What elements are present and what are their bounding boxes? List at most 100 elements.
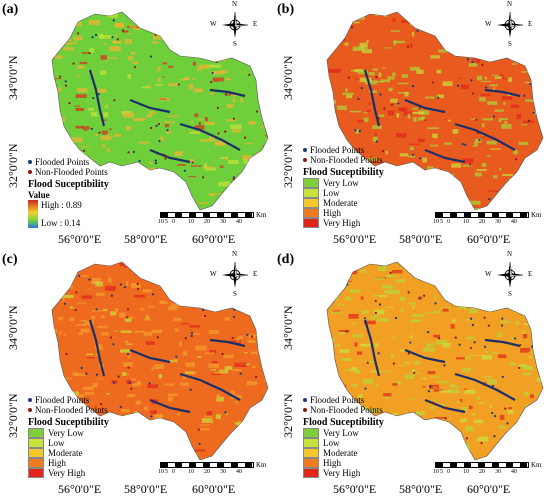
compass-n: N: [507, 0, 513, 8]
scale-tick: 10: [433, 469, 439, 475]
compass-n: N: [507, 250, 513, 258]
gradient-ramp: [28, 200, 38, 228]
flooded-dot-icon: [28, 160, 32, 164]
nonflooded-dot-icon: [303, 158, 307, 162]
class-swatch: [28, 448, 44, 458]
legend-class-item: High: [303, 208, 384, 218]
legend-value-label: Value: [28, 190, 50, 200]
lon-label-56: 56°0'0"E: [333, 482, 377, 496]
lat-label-34: 34°0'0"N: [281, 55, 295, 100]
legend: Flooded Points Non-Flooded Points Flood Su…: [28, 395, 109, 478]
compass-w: W: [485, 20, 492, 28]
scale-tick: 20: [479, 469, 485, 475]
nonflooded-dot-icon: [28, 408, 32, 412]
scale-tick: 10: [463, 469, 469, 475]
lat-label-32: 32°0'0"N: [6, 393, 20, 438]
legend-class-item: Very Low: [28, 428, 109, 438]
lat-label-32: 32°0'0"N: [281, 143, 295, 188]
scale-tick: 40: [236, 219, 242, 225]
lat-label-32: 32°0'0"N: [281, 393, 295, 438]
panel-label: (a): [2, 2, 19, 17]
compass-n: N: [232, 0, 238, 8]
flooded-dot-icon: [28, 398, 32, 402]
panel-label: (d): [277, 252, 295, 267]
scale-bar: 10 5 0 10 20 30 40 Km: [433, 211, 545, 230]
panel-label: (c): [2, 252, 18, 267]
legend-class-item: Low: [303, 438, 384, 448]
legend-flooded: Flooded Points: [28, 395, 109, 405]
scale-tick: 30: [495, 469, 501, 475]
lon-label-58: 58°0'0"E: [399, 482, 443, 496]
scale-tick: 5: [165, 469, 168, 475]
scale-tick: 10: [463, 219, 469, 225]
scale-tick: 0: [447, 219, 450, 225]
scale-tick: 30: [220, 219, 226, 225]
lat-label-34: 34°0'0"N: [6, 55, 20, 100]
lon-label-60: 60°0'0"E: [192, 232, 236, 246]
legend-class-item: Very High: [303, 468, 384, 478]
compass-e: E: [253, 270, 258, 278]
legend-class-item: Very Low: [303, 428, 384, 438]
legend-low: Low : 0.14: [41, 218, 81, 228]
scale-bar-graphic: [435, 462, 529, 468]
legend-title: Flood Suceptibility: [303, 417, 384, 428]
lon-label-56: 56°0'0"E: [333, 232, 377, 246]
map-svg: [51, 11, 269, 211]
legend: Flooded Points Non-Flooded Points Flood Su…: [303, 395, 384, 478]
compass-s: S: [233, 290, 237, 298]
nonflooded-dot-icon: [303, 408, 307, 412]
class-swatch: [28, 428, 44, 438]
class-swatch: [303, 448, 319, 458]
lon-label-60: 60°0'0"E: [467, 482, 511, 496]
compass-n: N: [232, 250, 238, 258]
flooded-dot-icon: [303, 398, 307, 402]
scale-tick: 20: [204, 469, 210, 475]
scale-tick: 40: [511, 469, 517, 475]
class-swatch: [303, 178, 319, 188]
flooded-dot-icon: [303, 148, 307, 152]
legend-class-item: Very High: [28, 468, 109, 478]
scale-bar: 10 5 0 10 20 30 40 Km: [158, 211, 270, 230]
legend-high: High : 0.89: [41, 200, 82, 210]
class-swatch: [303, 198, 319, 208]
legend: Flooded Points Non-Flooded Points Flood Su…: [303, 145, 384, 228]
legend-title: Flood Suceptibility: [303, 167, 384, 178]
scale-tick: 30: [495, 219, 501, 225]
legend-flooded: Flooded Points: [303, 145, 384, 155]
legend-flooded: Flooded Points: [28, 157, 109, 167]
class-swatch: [303, 208, 319, 218]
legend-class-item: Moderate: [28, 448, 109, 458]
lon-label-58: 58°0'0"E: [124, 232, 168, 246]
panel-label: (b): [277, 2, 295, 17]
compass-w: W: [210, 270, 217, 278]
lon-label-58: 58°0'0"E: [124, 482, 168, 496]
scale-tick: 10: [433, 219, 439, 225]
legend-class-item: High: [303, 458, 384, 468]
scale-tick: 40: [236, 469, 242, 475]
map-svg: [51, 261, 269, 461]
scale-bar-graphic: [160, 212, 254, 218]
legend-nonflooded: Non-Flooded Points: [28, 167, 109, 177]
class-swatch: [303, 188, 319, 198]
scale-tick: 10: [158, 219, 164, 225]
legend-gradient: High : 0.89 Low : 0.14: [28, 200, 109, 228]
scale-tick: 20: [204, 219, 210, 225]
north-arrow-icon: N S E W: [485, 250, 532, 298]
legend-class-item: Low: [303, 188, 384, 198]
nonflooded-dot-icon: [28, 170, 32, 174]
map-panel-c: (c) 34°0'0"N 32°0'0"N 56°0'0"E 58°0'0"E …: [0, 250, 275, 500]
scale-tick: 10: [158, 469, 164, 475]
scale-unit: Km: [531, 461, 542, 469]
compass-s: S: [508, 40, 512, 48]
lat-label-32: 32°0'0"N: [6, 143, 20, 188]
legend-class-item: Very High: [303, 218, 384, 228]
legend-title: Flood Suceptibility: [28, 179, 109, 190]
lon-label-58: 58°0'0"E: [399, 232, 443, 246]
legend: Flooded Points Non-Flooded Points Flood …: [28, 157, 109, 228]
scale-tick: 40: [511, 219, 517, 225]
scale-tick: 20: [479, 219, 485, 225]
class-swatch: [28, 468, 44, 478]
legend-nonflooded: Non-Flooded Points: [303, 155, 384, 165]
legend-class-item: Moderate: [303, 198, 384, 208]
scale-tick: 0: [172, 469, 175, 475]
